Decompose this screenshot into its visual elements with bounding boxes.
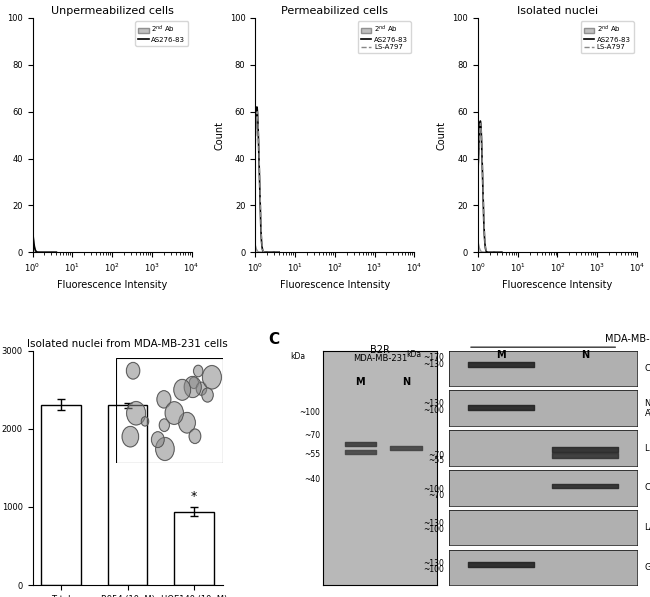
Text: ~70: ~70: [304, 431, 320, 440]
Text: Lamin A/C: Lamin A/C: [645, 444, 650, 453]
Text: ~70: ~70: [428, 451, 445, 460]
X-axis label: Fluorescence Intensity: Fluorescence Intensity: [502, 280, 612, 290]
Text: ~170: ~170: [424, 353, 445, 362]
Legend: 2$^{nd}$ Ab, AS276-83: 2$^{nd}$ Ab, AS276-83: [135, 21, 188, 45]
Text: Calnexin: Calnexin: [645, 483, 650, 493]
Text: ~55: ~55: [304, 450, 320, 459]
Text: ~130: ~130: [424, 399, 445, 408]
Text: Clathrin: Clathrin: [645, 364, 650, 373]
X-axis label: Fluorescence Intensity: Fluorescence Intensity: [57, 280, 167, 290]
Text: C: C: [268, 332, 280, 347]
Text: kDa: kDa: [290, 352, 305, 361]
Y-axis label: Count: Count: [0, 121, 1, 150]
Text: N: N: [402, 377, 410, 387]
Bar: [41, 405, 81, 585]
Text: GM130: GM130: [645, 563, 650, 572]
Text: B2R: B2R: [370, 345, 390, 355]
Text: ~40: ~40: [304, 475, 320, 484]
Text: ~100: ~100: [424, 565, 445, 574]
Title: Permeabilized cells: Permeabilized cells: [281, 6, 388, 16]
Text: LAMP-2: LAMP-2: [645, 523, 650, 532]
Text: MDA-MB-231: MDA-MB-231: [605, 334, 650, 344]
Bar: [108, 405, 148, 585]
Bar: [174, 512, 214, 585]
Text: ~130: ~130: [424, 360, 445, 369]
Text: *: *: [191, 490, 197, 503]
Text: ~55: ~55: [428, 456, 445, 465]
Text: ~100: ~100: [300, 408, 320, 417]
Y-axis label: Count: Count: [214, 121, 224, 150]
Text: ~130: ~130: [424, 559, 445, 568]
Title: Unpermeabilized cells: Unpermeabilized cells: [51, 6, 174, 16]
Legend: 2$^{nd}$ Ab, AS276-83, LS-A797: 2$^{nd}$ Ab, AS276-83, LS-A797: [581, 21, 634, 53]
Text: ~100: ~100: [424, 406, 445, 415]
Text: MDA-MB-231: MDA-MB-231: [353, 354, 408, 363]
Title: Isolated nuclei: Isolated nuclei: [517, 6, 598, 16]
Text: ~130: ~130: [424, 519, 445, 528]
Text: Na+/K+
ATPase: Na+/K+ ATPase: [645, 399, 650, 418]
Legend: 2$^{nd}$ Ab, AS276-83, LS-A797: 2$^{nd}$ Ab, AS276-83, LS-A797: [358, 21, 411, 53]
Text: N: N: [581, 350, 590, 360]
Text: M: M: [356, 377, 365, 387]
Text: ~100: ~100: [424, 525, 445, 534]
X-axis label: Fluorescence Intensity: Fluorescence Intensity: [280, 280, 390, 290]
Text: kDa: kDa: [406, 350, 421, 359]
Title: Isolated nuclei from MDA-MB-231 cells: Isolated nuclei from MDA-MB-231 cells: [27, 338, 228, 349]
Text: ~70: ~70: [428, 491, 445, 500]
Text: ~100: ~100: [424, 485, 445, 494]
Text: M: M: [496, 350, 506, 360]
Y-axis label: Count: Count: [437, 121, 447, 150]
